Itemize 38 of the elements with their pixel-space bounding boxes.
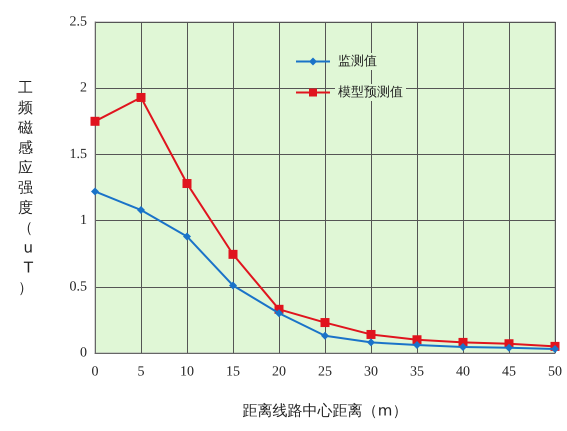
x-tick-label: 45 (502, 364, 516, 380)
point (137, 206, 145, 214)
x-tick-label: 10 (180, 364, 194, 380)
y-tick-label: 1 (80, 213, 87, 228)
legend-label: 监测值 (338, 54, 377, 69)
point (182, 179, 192, 188)
point (366, 330, 376, 339)
x-tick-label: 5 (138, 364, 144, 380)
legend-label: 模型预测值 (338, 85, 403, 100)
x-tick-label: 15 (226, 364, 240, 380)
point (459, 343, 467, 352)
y-tick-label: 1.5 (70, 146, 87, 162)
point (551, 345, 559, 354)
point (320, 318, 330, 328)
x-tick-label: 35 (410, 364, 424, 380)
y-tick-label: 2.5 (70, 14, 87, 30)
point (275, 309, 283, 318)
x-tick-label: 40 (456, 364, 470, 380)
y-tick-label: 0.5 (70, 279, 87, 294)
y-tick-label: 2 (80, 80, 87, 96)
text: 工频磁感应强度（uT） (18, 78, 33, 296)
x-tick-label: 0 (92, 364, 98, 380)
x-tick-label: 30 (364, 364, 378, 380)
point (321, 332, 329, 340)
x-tick-label: 20 (272, 364, 286, 380)
point (183, 232, 191, 240)
point (229, 281, 237, 290)
point (136, 92, 146, 102)
point (413, 341, 421, 350)
x-tick-label: 50 (548, 364, 562, 380)
x-tick-label: 25 (318, 364, 332, 380)
point (505, 344, 513, 352)
y-tick-label: 0 (80, 346, 87, 360)
point (367, 338, 375, 346)
point (90, 116, 100, 126)
point (91, 187, 99, 196)
x-axis-title: 距离线路中心距离（m） (242, 402, 408, 420)
point (228, 250, 238, 259)
